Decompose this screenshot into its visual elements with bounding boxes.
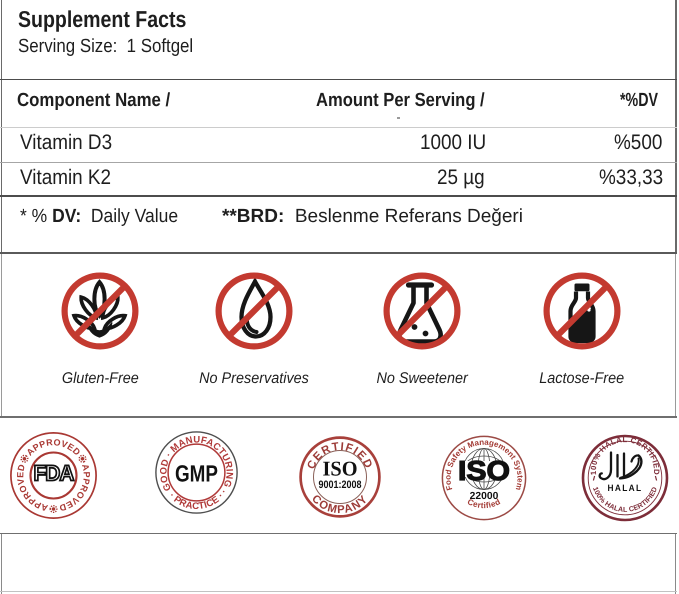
svg-text:ISO: ISO [322, 456, 357, 480]
svg-text:ISO: ISO [458, 455, 510, 486]
svg-text:FDA: FDA [33, 461, 74, 486]
svg-text:APPROVED: APPROVED [24, 437, 82, 458]
svg-text:GMP: GMP [175, 460, 218, 486]
svg-text:COMPANY: COMPANY [309, 493, 371, 516]
svg-text:· PRACTICE ·: · PRACTICE · [167, 491, 227, 512]
svg-text:9001:2008: 9001:2008 [318, 479, 361, 491]
svg-text:Certified: Certified [466, 497, 502, 510]
svg-text:HALAL: HALAL [608, 483, 643, 493]
svg-text:22000: 22000 [469, 491, 498, 502]
